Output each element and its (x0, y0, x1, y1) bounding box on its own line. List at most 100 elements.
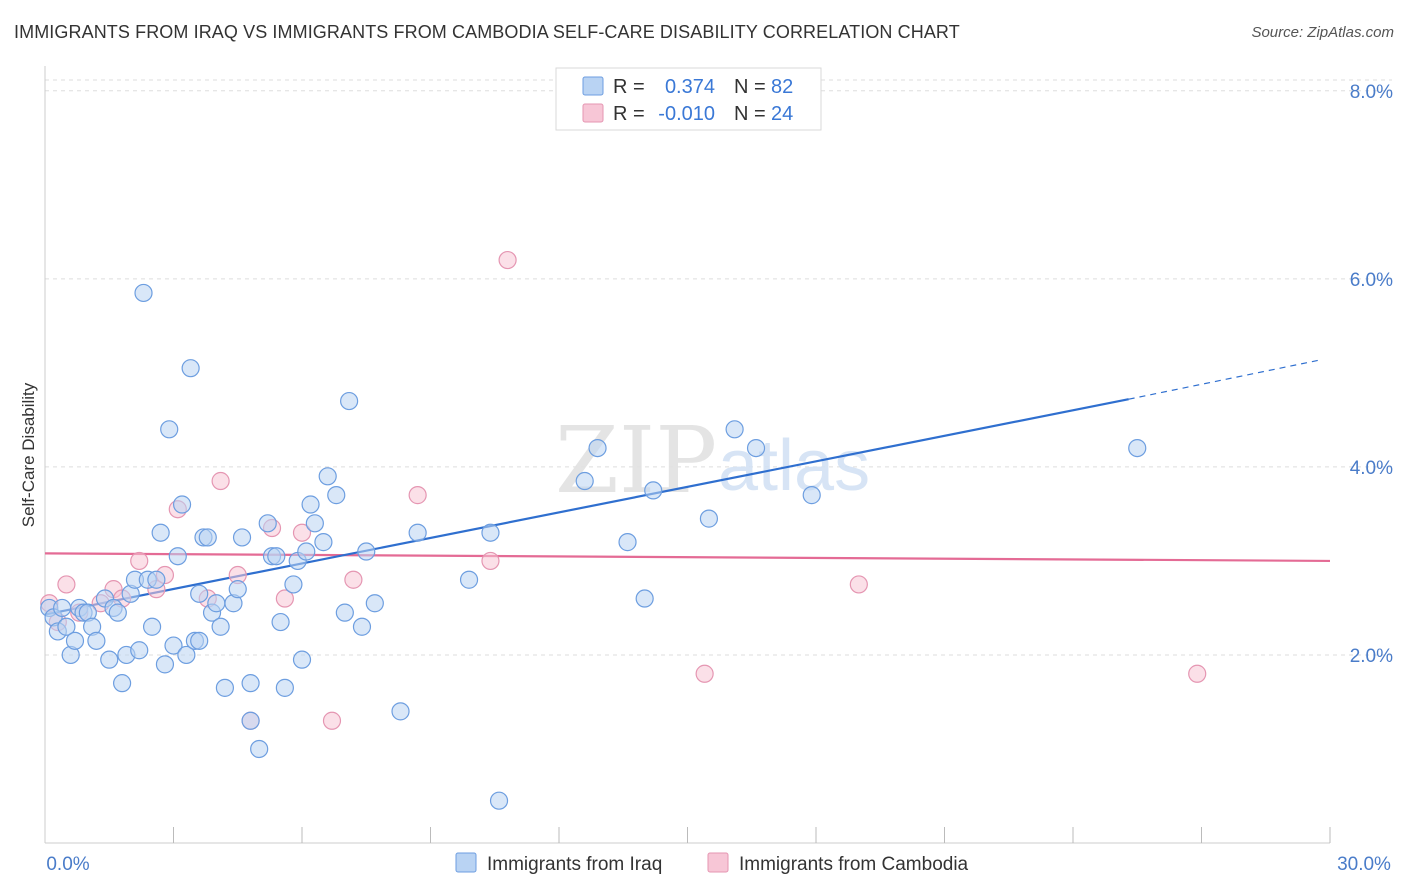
iraq-point (172, 495, 192, 514)
trend-lines (44, 359, 1331, 616)
iraq-point (699, 509, 719, 528)
cambodia-point (130, 551, 149, 571)
iraq-point (284, 575, 303, 594)
iraq-point (746, 438, 766, 458)
iraq-point (168, 547, 187, 566)
iraq-point (65, 631, 85, 650)
legend-label-iraq: Immigrants from Iraq (487, 854, 662, 875)
iraq-point (100, 650, 119, 669)
iraq-point (340, 391, 359, 411)
legend-swatch-iraq (455, 852, 477, 873)
iraq-point (588, 438, 607, 458)
iraq-point (258, 514, 277, 533)
iraq-point (198, 528, 217, 547)
trend-line-iraq (44, 398, 1129, 616)
iraq-point (87, 631, 106, 650)
cambodia-point (481, 551, 500, 571)
legend-label-cambodia: Immigrants from Cambodia (739, 854, 969, 875)
legend-swatch-cambodia (707, 852, 729, 873)
iraq-points (40, 283, 1147, 810)
iraq-point (725, 420, 744, 439)
iraq-point (271, 612, 290, 632)
iraq-point (160, 420, 179, 439)
stats-r-label-iraq: R = (613, 76, 645, 98)
y-axis-label: Self-Care Disability (19, 382, 38, 527)
cambodia-point (695, 664, 714, 683)
y-tick-label: 6.0% (1350, 270, 1393, 291)
axes (44, 66, 1331, 844)
iraq-point (267, 547, 286, 566)
iraq-point (190, 584, 209, 603)
iraq-point (335, 603, 354, 622)
iraq-point (297, 542, 316, 561)
chart-title: IMMIGRANTS FROM IRAQ VS IMMIGRANTS FROM … (14, 22, 960, 42)
iraq-point (318, 467, 337, 486)
y-tick-labels: 2.0% 4.0% 6.0% 8.0% (1350, 82, 1393, 667)
iraq-point (181, 359, 200, 378)
stats-n-value-iraq: 82 (771, 76, 793, 98)
iraq-point (802, 486, 821, 505)
cambodia-point (344, 570, 363, 589)
stats-n-label-cambodia: N = (734, 103, 766, 125)
legend: Immigrants from Iraq Immigrants from Cam… (455, 852, 969, 875)
cambodia-point (211, 471, 230, 491)
cambodia-point (292, 523, 312, 542)
stats-swatch-iraq (582, 76, 604, 96)
source-credit: Source: ZipAtlas.com (1251, 24, 1394, 41)
iraq-point (134, 283, 153, 303)
iraq-point (155, 655, 175, 674)
gridlines (45, 79, 1392, 656)
iraq-point (327, 486, 346, 505)
iraq-point (352, 617, 372, 636)
iraq-point (142, 617, 162, 636)
cambodia-point (57, 575, 76, 594)
stats-r-label-cambodia: R = (613, 103, 645, 125)
x-tick-label-max: 30.0% (1337, 854, 1391, 875)
iraq-point (190, 631, 209, 650)
iraq-point (250, 739, 269, 759)
iraq-point (275, 678, 294, 697)
cambodia-point (498, 250, 517, 270)
iraq-point (459, 570, 479, 589)
stats-n-label-iraq: N = (734, 76, 766, 98)
iraq-point (147, 570, 166, 589)
iraq-point (408, 523, 427, 542)
y-tick-label: 4.0% (1350, 458, 1393, 479)
iraq-point (151, 523, 170, 542)
iraq-point (164, 636, 183, 655)
iraq-point (241, 674, 260, 693)
cambodia-point (849, 575, 868, 594)
iraq-point (489, 791, 509, 810)
iraq-point (130, 641, 149, 660)
iraq-point (177, 645, 196, 665)
iraq-point (635, 589, 654, 608)
iraq-point (108, 603, 127, 622)
x-tick-label-min: 0.0% (46, 854, 89, 875)
iraq-point (575, 471, 594, 491)
iraq-point (241, 711, 260, 730)
iraq-point (391, 702, 410, 721)
iraq-point (292, 650, 312, 669)
iraq-point (228, 580, 247, 599)
y-tick-label: 8.0% (1350, 82, 1393, 103)
iraq-point (207, 594, 226, 613)
iraq-point (112, 674, 132, 693)
iraq-point (314, 533, 333, 552)
iraq-point (365, 594, 384, 613)
stats-box: R = 0.374 N = 82 R = -0.010 N = 24 (555, 67, 822, 131)
trend-line-iraq-extension (1128, 359, 1322, 400)
cambodia-point (322, 711, 342, 730)
y-tick-label: 2.0% (1350, 646, 1393, 667)
cambodia-point (408, 486, 427, 505)
trend-line-cambodia (44, 552, 1331, 563)
iraq-point (1128, 438, 1147, 458)
iraq-point (53, 598, 72, 618)
stats-r-value-iraq: 0.374 (665, 76, 715, 98)
stats-r-value-cambodia: -0.010 (658, 103, 715, 125)
stats-n-value-cambodia: 24 (771, 103, 793, 125)
iraq-point (57, 617, 76, 636)
iraq-point (644, 481, 663, 500)
iraq-point (215, 678, 234, 697)
iraq-point (232, 528, 252, 547)
